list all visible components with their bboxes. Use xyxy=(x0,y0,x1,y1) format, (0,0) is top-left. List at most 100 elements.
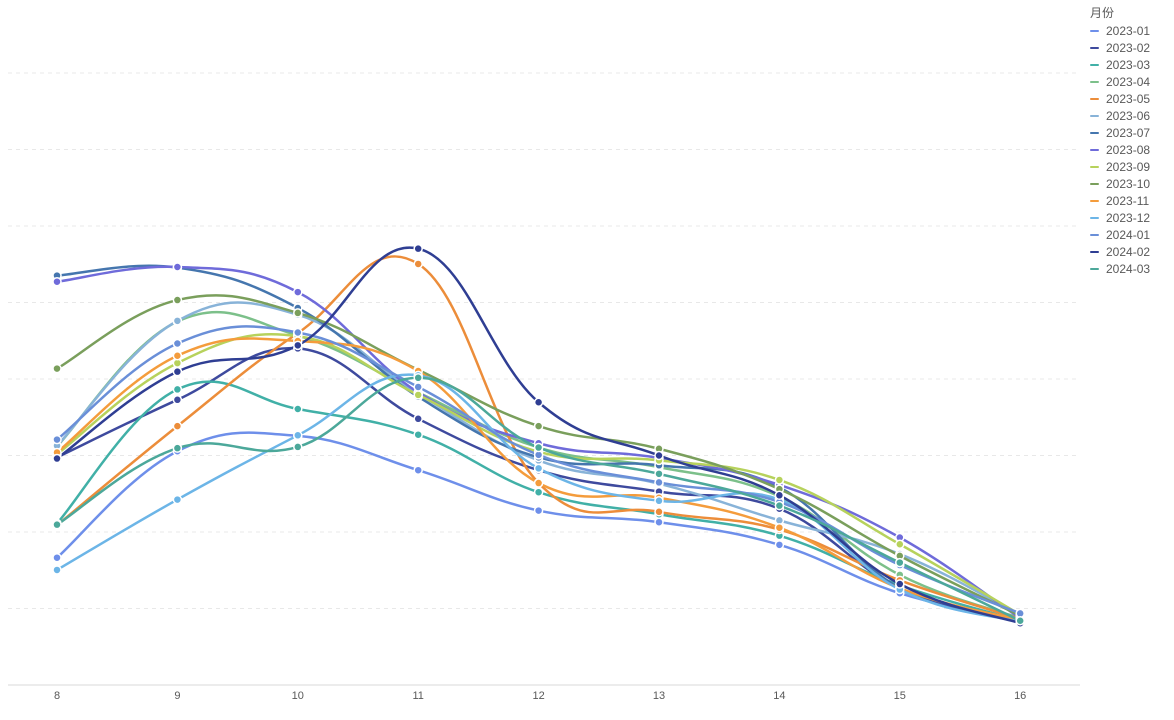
data-point[interactable] xyxy=(533,463,544,474)
data-point[interactable] xyxy=(774,522,785,533)
data-point[interactable] xyxy=(1015,615,1025,626)
legend-item[interactable]: 2023-11 xyxy=(1090,192,1174,209)
legend-label: 2024-02 xyxy=(1106,244,1151,259)
data-point[interactable] xyxy=(293,430,303,441)
legend-label: 2024-03 xyxy=(1106,261,1151,276)
data-point[interactable] xyxy=(52,565,62,575)
data-point[interactable] xyxy=(52,552,62,563)
data-point[interactable] xyxy=(293,327,303,338)
data-point[interactable] xyxy=(52,276,62,287)
data-point[interactable] xyxy=(172,421,183,431)
data-point[interactable] xyxy=(654,469,664,479)
series-line-2024-03[interactable] xyxy=(55,376,1022,622)
data-point[interactable] xyxy=(413,390,423,400)
data-point[interactable] xyxy=(172,338,183,349)
legend-label: 2023-12 xyxy=(1106,210,1151,225)
legend-item[interactable]: 2023-09 xyxy=(1090,158,1174,175)
data-point[interactable] xyxy=(654,496,664,506)
legend-label: 2023-07 xyxy=(1106,125,1151,140)
legend-label: 2023-10 xyxy=(1106,176,1151,191)
data-point[interactable] xyxy=(52,363,62,374)
legend-label: 2023-09 xyxy=(1106,159,1151,174)
legend-item[interactable]: 2023-01 xyxy=(1090,22,1174,39)
data-point[interactable] xyxy=(413,373,423,383)
legend-label: 2023-11 xyxy=(1106,193,1150,208)
data-point[interactable] xyxy=(533,505,544,516)
data-point[interactable] xyxy=(172,395,183,405)
legend-label: 2023-05 xyxy=(1106,91,1151,106)
data-point[interactable] xyxy=(654,450,664,461)
legend-swatch xyxy=(1090,46,1099,49)
data-point[interactable] xyxy=(533,487,544,497)
legend-swatch xyxy=(1090,63,1099,66)
data-point[interactable] xyxy=(895,539,905,549)
data-point[interactable] xyxy=(172,366,183,377)
data-point[interactable] xyxy=(52,519,62,530)
data-point[interactable] xyxy=(895,557,905,568)
legend-swatch xyxy=(1090,29,1099,32)
legend-swatch xyxy=(1090,250,1099,253)
legend: 月份 2023-01 2023-02 2023-03 2023-04 2023-05 20… xyxy=(1090,4,1174,277)
series-line-2024-02[interactable] xyxy=(55,246,1022,625)
series-points xyxy=(52,243,1025,628)
data-point[interactable] xyxy=(172,350,183,361)
data-point[interactable] xyxy=(413,465,423,475)
data-point[interactable] xyxy=(774,500,785,511)
data-point[interactable] xyxy=(654,517,664,527)
legend-item[interactable]: 2024-03 xyxy=(1090,260,1174,277)
legend-item[interactable]: 2023-03 xyxy=(1090,56,1174,73)
legend-label: 2023-02 xyxy=(1106,40,1151,55)
series-line-2023-11[interactable] xyxy=(55,337,1022,622)
data-point[interactable] xyxy=(533,442,544,453)
legend-label: 2024-01 xyxy=(1106,227,1151,242)
data-point[interactable] xyxy=(172,262,183,272)
data-point[interactable] xyxy=(293,404,303,414)
legend-swatch xyxy=(1090,97,1099,100)
data-point[interactable] xyxy=(533,421,544,431)
legend-item[interactable]: 2023-08 xyxy=(1090,141,1174,158)
data-point[interactable] xyxy=(52,453,62,464)
data-point[interactable] xyxy=(654,507,664,517)
legend-item[interactable]: 2023-02 xyxy=(1090,39,1174,56)
data-point[interactable] xyxy=(413,259,423,269)
data-point[interactable] xyxy=(654,477,664,488)
data-point[interactable] xyxy=(533,478,544,488)
legend-item[interactable]: 2024-02 xyxy=(1090,243,1174,260)
legend-item[interactable]: 2023-06 xyxy=(1090,107,1174,124)
data-point[interactable] xyxy=(533,397,544,408)
x-tick-label: 13 xyxy=(653,690,665,702)
data-point[interactable] xyxy=(895,579,905,589)
data-point[interactable] xyxy=(293,287,303,297)
data-point[interactable] xyxy=(172,295,183,305)
legend-item[interactable]: 2023-12 xyxy=(1090,209,1174,226)
x-tick-label: 11 xyxy=(412,690,423,702)
legend-item[interactable]: 2023-07 xyxy=(1090,124,1174,141)
data-point[interactable] xyxy=(413,414,423,424)
legend-items: 2023-01 2023-02 2023-03 2023-04 2023-05 2023-… xyxy=(1090,22,1174,277)
data-point[interactable] xyxy=(172,443,183,453)
data-point[interactable] xyxy=(774,490,785,501)
data-point[interactable] xyxy=(52,434,62,445)
data-point[interactable] xyxy=(413,382,423,392)
series-lines xyxy=(55,246,1022,625)
data-point[interactable] xyxy=(774,540,785,550)
legend-label: 2023-08 xyxy=(1106,142,1151,157)
legend-item[interactable]: 2023-05 xyxy=(1090,90,1174,107)
data-point[interactable] xyxy=(413,243,423,254)
data-point[interactable] xyxy=(172,316,183,326)
data-point[interactable] xyxy=(774,475,785,485)
legend-item[interactable]: 2024-01 xyxy=(1090,226,1174,243)
x-tick-label: 10 xyxy=(292,690,304,702)
data-point[interactable] xyxy=(293,308,303,318)
legend-item[interactable]: 2023-04 xyxy=(1090,73,1174,90)
data-point[interactable] xyxy=(172,384,183,395)
legend-label: 2023-04 xyxy=(1106,74,1151,89)
legend-label: 2023-06 xyxy=(1106,108,1151,123)
data-point[interactable] xyxy=(172,494,183,505)
data-point[interactable] xyxy=(293,442,303,452)
data-point[interactable] xyxy=(413,429,423,440)
data-point[interactable] xyxy=(293,340,303,351)
legend-item[interactable]: 2023-10 xyxy=(1090,175,1174,192)
x-tick-label: 16 xyxy=(1014,690,1026,702)
